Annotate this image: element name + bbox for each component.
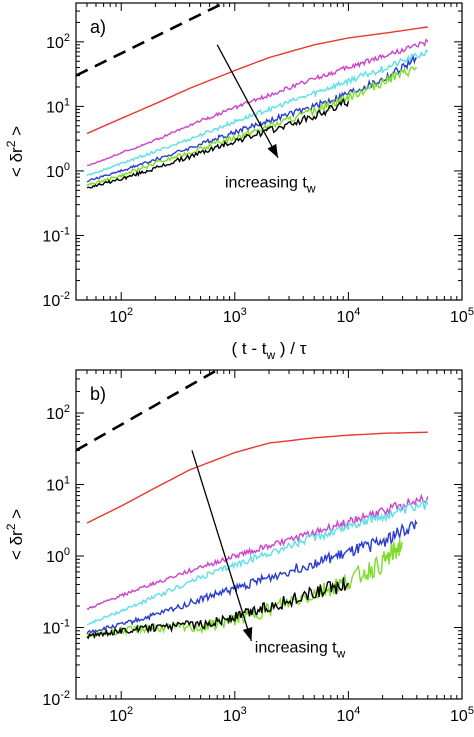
tick-base: 10 (42, 228, 60, 245)
tick-exponent: -1 (60, 618, 70, 630)
tick-exponent: 2 (127, 306, 133, 318)
tick-base: 10 (223, 708, 241, 725)
tick-base: 10 (450, 309, 468, 326)
series-line (86, 577, 350, 640)
tick-base: 10 (46, 406, 64, 423)
annotation-text: increasing tw (225, 175, 316, 196)
x-tick-label: 104 (336, 306, 360, 326)
tick-exponent: 0 (64, 161, 70, 173)
y-label-main: < δr (7, 147, 26, 177)
x-label-subscript: w (266, 348, 276, 362)
series-line (86, 48, 429, 177)
series-line (86, 493, 429, 611)
tick-base: 10 (336, 708, 354, 725)
annotation-main: increasing t (225, 175, 307, 192)
y-label-rest: > (7, 509, 26, 524)
tick-base: 10 (42, 293, 60, 310)
series-group (76, 370, 429, 640)
tick-exponent: 5 (468, 705, 474, 717)
tick-exponent: 1 (64, 96, 70, 108)
y-tick-label: 102 (46, 32, 70, 52)
annotation-arrow-shaft (216, 44, 279, 159)
tick-exponent: 4 (354, 705, 360, 717)
tick-exponent: -1 (60, 225, 70, 237)
x-tick-label: 103 (223, 306, 247, 326)
series-line (86, 26, 428, 135)
y-tick-label: 10-2 (42, 689, 70, 709)
annotation-text: increasing tw (255, 639, 346, 660)
series-line (86, 519, 418, 635)
annotation-arrow-head (267, 143, 278, 158)
y-tick-label: 100 (46, 161, 70, 181)
tick-base: 10 (450, 708, 468, 725)
tick-exponent: -2 (60, 689, 70, 701)
y-tick-label: 10-2 (42, 290, 70, 310)
tick-base: 10 (46, 99, 64, 116)
x-tick-label: 105 (450, 705, 474, 725)
x-tick-label: 102 (109, 705, 133, 725)
y-axis-label: < δr2 > (4, 509, 26, 560)
y-tick-label: 100 (46, 546, 70, 566)
tick-exponent: 5 (468, 306, 474, 318)
y-label-main: < δr (7, 530, 26, 560)
x-axis-label: ( t - tw ) / τ (232, 339, 307, 362)
x-tick-label: 104 (336, 705, 360, 725)
y-label-superscript: 2 (4, 140, 18, 147)
annotation-arrow-head (242, 626, 253, 641)
x-label-main: ( t - t (232, 339, 267, 358)
panel-label: b) (90, 384, 106, 404)
tick-base: 10 (223, 309, 241, 326)
tick-exponent: 2 (64, 403, 70, 415)
series-line (86, 38, 429, 167)
y-tick-label: 102 (46, 403, 70, 423)
x-tick-label: 102 (109, 306, 133, 326)
series-line (86, 498, 429, 626)
tick-base: 10 (46, 35, 64, 52)
y-tick-label: 101 (46, 96, 70, 116)
tick-base: 10 (42, 621, 60, 638)
y-label-rest: > (7, 126, 26, 141)
tick-base: 10 (46, 164, 64, 181)
tick-base: 10 (46, 478, 64, 495)
x-label-rest: ) / τ (275, 339, 307, 358)
dashed-reference-line (76, 370, 218, 452)
series-group (76, 3, 429, 189)
tick-base: 10 (336, 309, 354, 326)
y-tick-label: 10-1 (42, 225, 70, 245)
tick-exponent: 4 (354, 306, 360, 318)
x-tick-label: 105 (450, 306, 474, 326)
annotation-subscript: w (306, 182, 316, 196)
y-label-superscript: 2 (4, 523, 18, 530)
tick-base: 10 (109, 309, 127, 326)
annotation-subscript: w (336, 646, 346, 660)
tick-exponent: 2 (127, 705, 133, 717)
series-line (86, 66, 418, 187)
series-line (86, 431, 428, 524)
tick-exponent: -2 (60, 290, 70, 302)
annotation-arrow-shaft (191, 450, 253, 642)
tick-base: 10 (46, 549, 64, 566)
dashed-reference-line (76, 3, 225, 77)
panel-label: a) (90, 17, 106, 37)
tick-exponent: 3 (241, 306, 247, 318)
tick-base: 10 (42, 692, 60, 709)
tick-exponent: 3 (241, 705, 247, 717)
tick-exponent: 2 (64, 32, 70, 44)
y-axis-label: < δr2 > (4, 126, 26, 177)
tick-exponent: 1 (64, 475, 70, 487)
x-tick-label: 103 (223, 705, 247, 725)
y-tick-label: 101 (46, 475, 70, 495)
y-tick-label: 10-1 (42, 618, 70, 638)
tick-exponent: 0 (64, 546, 70, 558)
tick-base: 10 (109, 708, 127, 725)
series-line (86, 98, 350, 189)
annotation-main: increasing t (255, 639, 337, 656)
